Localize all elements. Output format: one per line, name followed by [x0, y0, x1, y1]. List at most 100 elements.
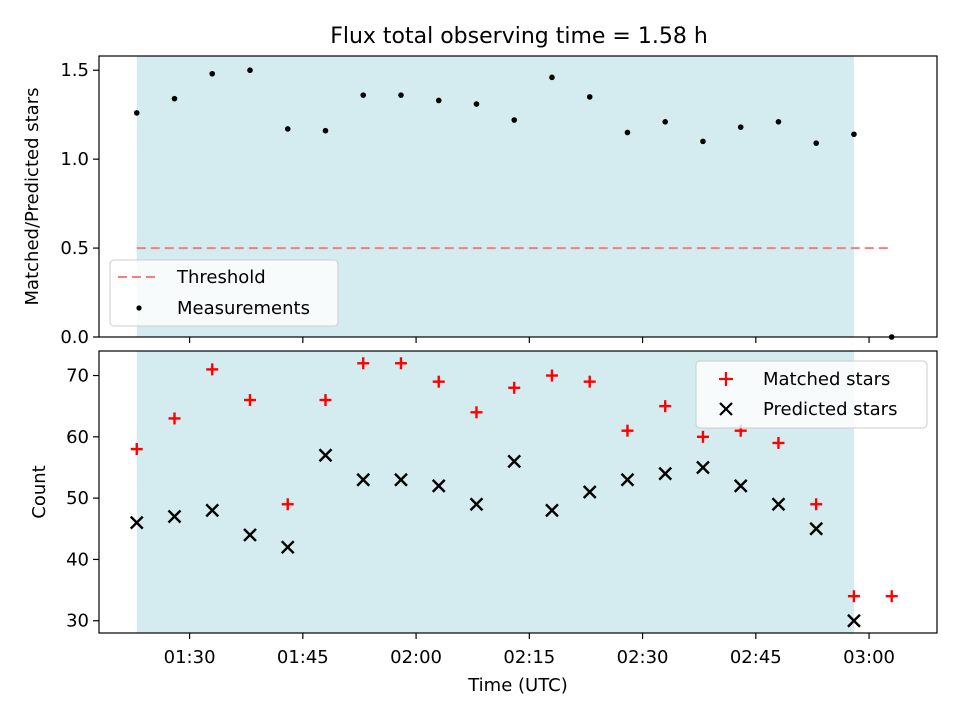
- measurement-point: [209, 70, 216, 77]
- matched-star-point: [394, 357, 407, 370]
- bottom-y-ticks: 30 40 50 60 70: [66, 366, 99, 632]
- measurement-point: [511, 117, 518, 123]
- legend-predicted-label: Predicted stars: [763, 399, 897, 420]
- top-y-ticks: 0.0 0.5 1.0 1.5: [60, 60, 99, 348]
- predicted-star-point: [507, 454, 522, 469]
- x-tick-label: 02:00: [390, 647, 442, 668]
- measurement-point: [171, 95, 178, 102]
- predicted-star-point: [431, 479, 446, 493]
- bottom-legend-box: [695, 360, 928, 429]
- measurement-point: [851, 131, 857, 138]
- predicted-star-point: [129, 515, 144, 530]
- top-axes-frame: [98, 55, 938, 338]
- matched-star-point: [130, 443, 143, 456]
- measurement-point: [737, 124, 744, 130]
- measurement-point: [813, 140, 820, 146]
- x-tick-label: 03:00: [843, 647, 895, 668]
- legend-predicted-swatch: [719, 402, 733, 416]
- measurement-point: [247, 67, 253, 74]
- count-points: [129, 357, 898, 628]
- predicted-star-point: [318, 448, 333, 463]
- matched-star-point: [243, 394, 256, 407]
- bottom-y-tick-label: 60: [66, 427, 89, 448]
- predicted-star-point: [545, 503, 559, 518]
- x-tick-label: 02:15: [503, 647, 555, 668]
- bottom-x-ticks: 01:30 01:45 02:00 02:15 02:30 02:45 03:00: [164, 633, 895, 668]
- x-tick-label: 01:45: [277, 647, 329, 668]
- top-y-tick-label: 1.5: [60, 60, 89, 81]
- top-x-ticks: [188, 337, 870, 343]
- matched-star-point: [659, 400, 672, 413]
- predicted-star-point: [620, 472, 635, 487]
- matched-star-point: [206, 363, 219, 376]
- matched-star-point: [319, 394, 332, 407]
- predicted-star-point: [280, 540, 295, 555]
- predicted-star-point: [771, 497, 786, 512]
- matched-star-point: [432, 375, 445, 388]
- matched-star-point: [281, 498, 294, 511]
- matched-star-point: [168, 412, 181, 425]
- measurement-point: [473, 101, 480, 107]
- measurement-point: [775, 119, 782, 125]
- bottom-panel: 30 40 50 60 70 01:30 01:45 02:00 02:15 02:30 02:4…: [29, 350, 938, 696]
- predicted-star-point: [658, 466, 673, 481]
- matched-star-point: [885, 590, 898, 603]
- measurement-points: [133, 67, 895, 340]
- matched-star-point: [357, 357, 370, 370]
- measurement-point: [700, 138, 706, 145]
- matched-star-point: [772, 436, 785, 449]
- legend-matched-label: Matched stars: [763, 369, 890, 390]
- matched-star-point: [508, 381, 521, 394]
- predicted-star-point: [809, 521, 824, 536]
- measurement-point: [133, 110, 140, 116]
- matched-star-point: [810, 498, 823, 511]
- matched-star-point: [847, 590, 860, 603]
- measurement-point: [360, 92, 367, 98]
- top-y-tick-label: 0.5: [60, 238, 89, 259]
- matched-star-point: [470, 406, 483, 419]
- predicted-star-point: [394, 472, 408, 487]
- bottom-y-tick-label: 50: [66, 488, 89, 509]
- legend-matched-swatch: [719, 372, 733, 386]
- chart-title: Flux total observing time = 1.58 h: [330, 24, 708, 49]
- bottom-axes-frame: [98, 350, 938, 634]
- predicted-star-point: [167, 509, 182, 524]
- top-y-axis-label: Matched/Predicted stars: [22, 88, 43, 306]
- x-tick-label: 01:30: [164, 647, 216, 668]
- legend-measurements-label: Measurements: [177, 298, 310, 319]
- top-y-tick-label: 0.0: [60, 327, 89, 348]
- measurement-point: [322, 127, 329, 134]
- matched-star-point: [621, 424, 634, 437]
- bottom-y-tick-label: 70: [66, 366, 89, 387]
- predicted-star-point: [243, 528, 257, 542]
- x-axis-label: Time (UTC): [467, 675, 568, 696]
- x-tick-label: 02:45: [730, 647, 782, 668]
- top-panel: 0.0 0.5 1.0 1.5 Matched/Predicted stars Thr…: [22, 55, 938, 348]
- legend-threshold-label: Threshold: [176, 267, 266, 288]
- predicted-star-point: [356, 472, 371, 487]
- predicted-star-point: [847, 613, 861, 628]
- measurement-point: [435, 97, 442, 104]
- top-legend-box: [109, 259, 339, 327]
- matched-star-point: [545, 369, 558, 382]
- legend-measurements-swatch: [136, 305, 142, 311]
- bottom-y-axis-label: Count: [29, 465, 50, 518]
- predicted-star-point: [469, 497, 484, 512]
- x-tick-label: 02:30: [617, 647, 669, 668]
- measurement-point: [586, 94, 593, 100]
- measurement-point: [662, 119, 669, 125]
- predicted-star-point: [582, 485, 597, 499]
- predicted-star-point: [733, 479, 748, 493]
- bottom-legend: Matched stars Predicted stars: [695, 360, 928, 429]
- predicted-star-point: [696, 460, 710, 475]
- matched-star-point: [583, 375, 596, 388]
- measurement-point: [398, 92, 404, 98]
- measurement-point: [549, 74, 555, 81]
- predicted-star-point: [205, 503, 220, 518]
- measurement-point: [624, 129, 631, 136]
- matched-star-point: [696, 430, 709, 443]
- top-legend: Threshold Measurements: [109, 259, 339, 327]
- bottom-y-tick-label: 30: [66, 611, 89, 632]
- bottom-y-tick-label: 40: [66, 549, 89, 570]
